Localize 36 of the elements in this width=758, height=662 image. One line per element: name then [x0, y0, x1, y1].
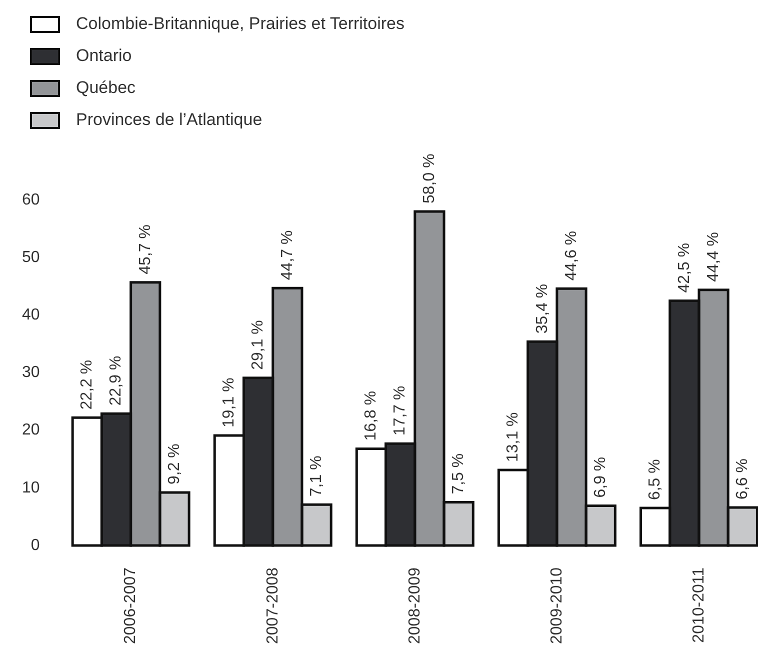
data-label: 44,6 %	[562, 230, 580, 281]
data-label: 22,9 %	[108, 356, 125, 406]
legend-label: Colombie-Britannique, Prairies et Territoires	[76, 14, 404, 34]
x-tick-label: 2010-2011	[690, 567, 708, 643]
data-label: 6,6 %	[734, 458, 752, 500]
y-tick-label: 20	[22, 422, 40, 439]
x-tick-label: 2009-2010	[548, 567, 566, 644]
y-tick-label: 30	[22, 364, 40, 382]
data-label: 44,4 %	[704, 232, 722, 282]
data-label: 45,7 %	[136, 224, 154, 274]
data-label: 6,9 %	[592, 456, 610, 498]
legend-label: Québec	[76, 78, 136, 98]
y-tick-label: 60	[22, 191, 40, 208]
data-label: 7,1 %	[308, 456, 325, 497]
data-label: 19,1 %	[220, 378, 238, 428]
y-tick-label: 50	[22, 248, 40, 266]
data-label: 58,0 %	[420, 154, 438, 204]
data-label: 44,7 %	[278, 230, 296, 280]
data-label: 6,5 %	[646, 459, 664, 500]
legend-label: Provinces de l’Atlantique	[76, 110, 262, 130]
data-label: 7,5 %	[450, 453, 467, 494]
legend-label: Ontario	[76, 46, 132, 66]
data-label: 35,4 %	[534, 284, 551, 334]
data-label: 13,1 %	[504, 412, 522, 462]
y-tick-label: 40	[22, 306, 40, 324]
x-tick-label: 2006-2007	[122, 567, 140, 644]
y-tick-label: 0	[30, 536, 40, 554]
x-tick-label: 2008-2009	[406, 567, 424, 644]
data-label: 9,2 %	[166, 444, 183, 485]
data-label: 16,8 %	[362, 390, 380, 441]
data-label: 22,2 %	[78, 360, 96, 410]
data-label: 42,5 %	[676, 242, 693, 293]
data-label: 29,1 %	[250, 320, 267, 370]
y-tick-label: 10	[22, 479, 40, 496]
data-label: 17,7 %	[392, 386, 409, 436]
x-tick-label: 2007-2008	[264, 567, 282, 644]
